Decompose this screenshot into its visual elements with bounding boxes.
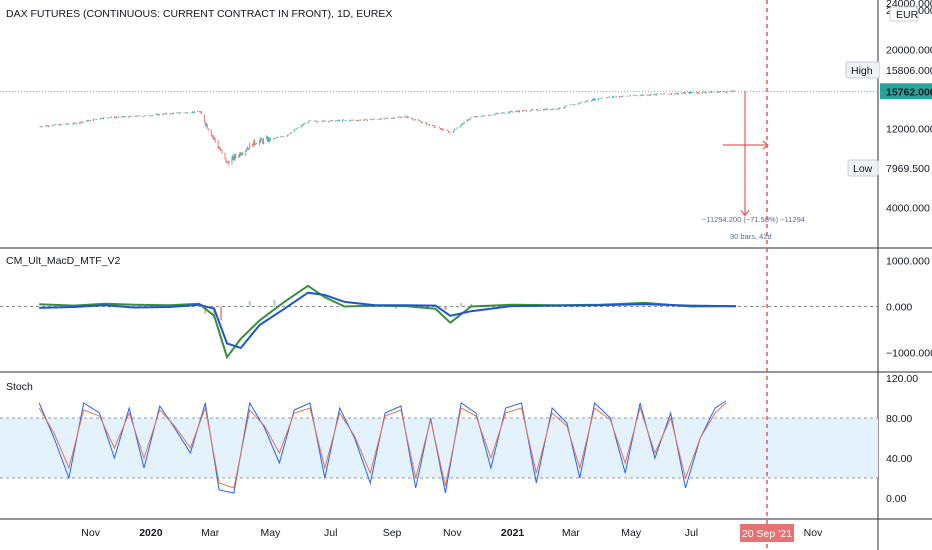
- macd-series-line: [39, 284, 736, 360]
- macd-histogram-bar: [220, 306, 223, 321]
- stoch-tick-label: 80.00: [886, 413, 912, 425]
- crosshair-date-label: 20 Sep ’21: [742, 528, 792, 540]
- time-tick-label: 2021: [501, 527, 525, 539]
- macd-pane-title: CM_Ult_MacD_MTF_V2: [6, 255, 121, 267]
- last-price-tag-value-box: [880, 83, 932, 100]
- price-pane: DAX FUTURES (CONTINUOUS: CURRENT CONTRAC…: [0, 0, 932, 241]
- stoch-tick-label: 40.00: [886, 453, 912, 465]
- price-pane-title: DAX FUTURES (CONTINUOUS: CURRENT CONTRAC…: [6, 8, 392, 20]
- last-price-tag-value: 15762.000: [886, 86, 932, 98]
- measure-arrow-right: [762, 140, 769, 150]
- macd-histogram-bar: [248, 301, 251, 307]
- stoch-pane-title: Stoch: [6, 381, 33, 393]
- macd-histogram-bar: [213, 306, 216, 319]
- stoch-tick-label: 0.00: [886, 493, 907, 505]
- measure-label-bars: 30 bars, 42d: [730, 232, 772, 241]
- high-tag-value: 15806.000: [886, 65, 932, 77]
- price-tick-label: 4000.000: [886, 202, 930, 214]
- currency-badge: [889, 6, 919, 22]
- low-tag-label-box: [847, 159, 879, 177]
- time-tick-label: Sep: [383, 527, 402, 539]
- measure-label-change: −11294.200 (−71.58%) −11294: [702, 215, 805, 224]
- time-tick-label: Mar: [562, 527, 581, 539]
- macd-tick-label: −1000.000: [886, 348, 932, 360]
- time-tick-label: May: [261, 527, 282, 539]
- time-tick-label: 2020: [139, 527, 163, 539]
- macd-histogram-bar: [204, 306, 207, 314]
- currency-badge-label: EUR: [896, 9, 919, 21]
- macd-tick-label: 0.000: [886, 302, 912, 314]
- time-axis: Nov2020MarMayJulSepNov2021MarMayJulSepNo…: [81, 527, 823, 539]
- stoch-series-line: [38, 402, 727, 489]
- low-tag-label: Low: [853, 163, 873, 175]
- macd-pane: CM_Ult_MacD_MTF_V2 −1000.000 0.000 1000.000: [0, 255, 932, 360]
- time-tick-label: Nov: [804, 527, 823, 539]
- macd-histogram-bar: [460, 302, 463, 307]
- time-tick-label: Mar: [201, 527, 220, 539]
- macd-histogram-bar: [444, 306, 447, 311]
- time-tick-label: Jul: [685, 527, 698, 539]
- macd-histogram-bar: [273, 299, 276, 307]
- macd-histogram-bar: [470, 303, 473, 307]
- stoch-band-fill: [0, 418, 878, 478]
- crosshair-date-box: [740, 524, 794, 542]
- high-tag-value-box: [880, 62, 932, 78]
- time-tick-label: Nov: [81, 527, 100, 539]
- macd-tick-label: 1000.000: [886, 256, 930, 268]
- measure-arrow-down: [740, 210, 750, 217]
- time-tick-label: Jul: [324, 527, 337, 539]
- time-tick-label: May: [621, 527, 642, 539]
- stoch-pane: Stoch 0.00 40.00 80.00 120.00: [0, 373, 918, 505]
- high-tag-label: High: [851, 65, 873, 77]
- stoch-tick-label: 120.00: [886, 373, 918, 385]
- low-tag-value: 7969.500: [886, 163, 930, 175]
- low-tag-value-box: [880, 160, 932, 176]
- time-tick-label: Nov: [443, 527, 462, 539]
- price-tick-label: 12000.000: [886, 123, 932, 135]
- macd-histogram-bar: [394, 306, 397, 309]
- macd-series-line: [39, 291, 736, 350]
- price-tick-label: 20000.000: [886, 44, 932, 56]
- price-tick-label: 24000.000: [886, 0, 932, 10]
